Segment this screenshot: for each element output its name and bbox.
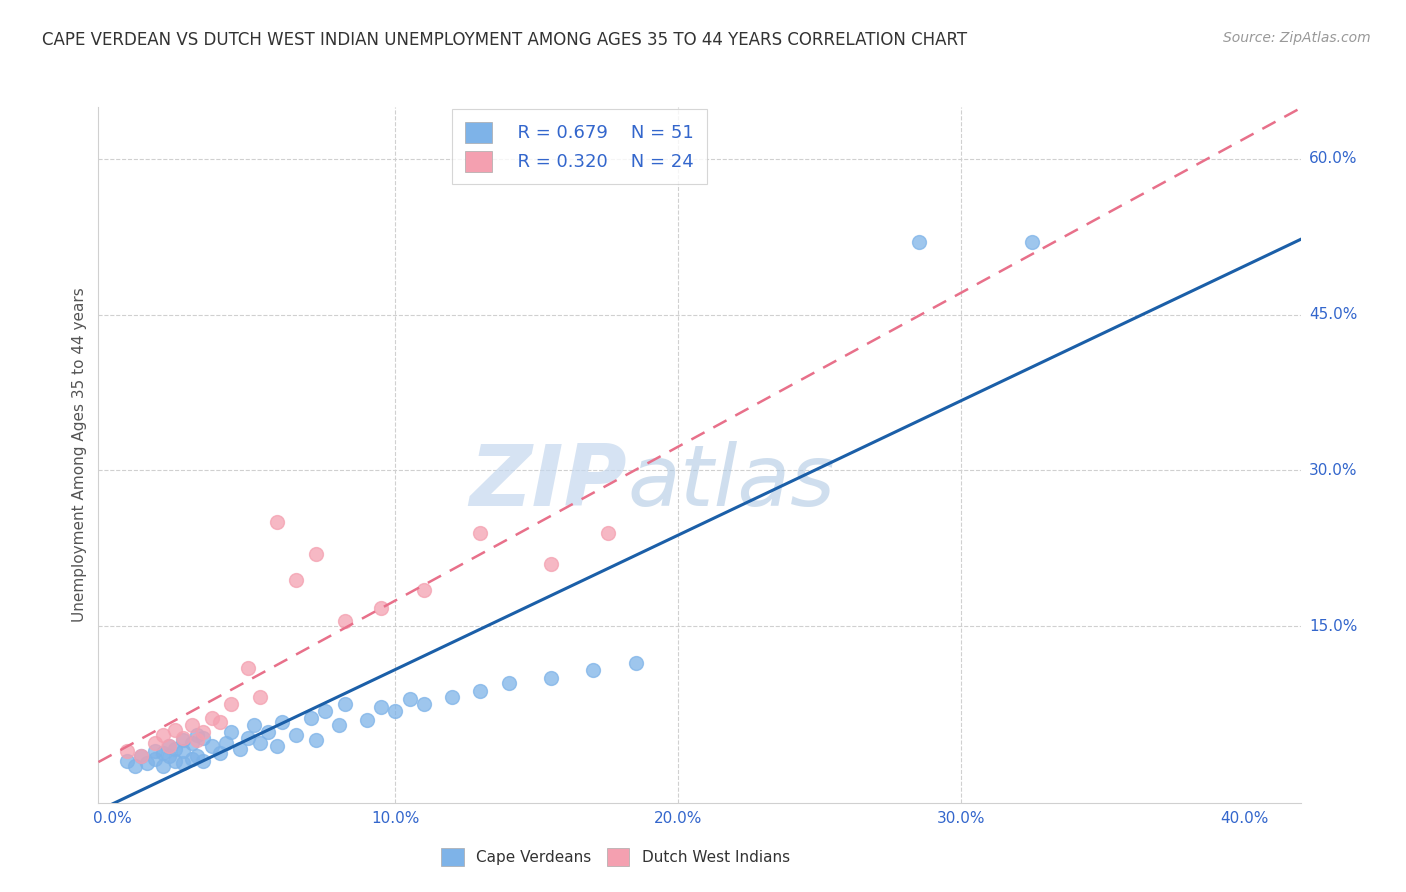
Point	[305, 733, 328, 747]
Legend: Cape Verdeans, Dutch West Indians: Cape Verdeans, Dutch West Indians	[432, 839, 799, 875]
Point	[129, 749, 152, 764]
Point	[200, 711, 222, 725]
Point	[370, 600, 392, 615]
Point	[186, 749, 208, 764]
Point	[209, 714, 232, 729]
Point	[143, 752, 166, 766]
Point	[186, 728, 208, 742]
Point	[163, 723, 186, 738]
Point	[412, 697, 434, 711]
Point	[124, 759, 146, 773]
Point	[152, 759, 174, 773]
Point	[440, 690, 463, 704]
Point	[1021, 235, 1043, 249]
Point	[243, 718, 266, 732]
Text: 15.0%: 15.0%	[1309, 619, 1357, 633]
Point	[172, 756, 194, 771]
Point	[540, 557, 562, 571]
Point	[249, 735, 271, 749]
Point	[266, 739, 288, 753]
Point	[157, 739, 180, 753]
Point	[129, 749, 152, 764]
Point	[157, 739, 180, 753]
Point	[180, 752, 202, 766]
Point	[163, 741, 186, 756]
Point	[115, 754, 138, 768]
Point	[229, 741, 252, 756]
Text: ZIP: ZIP	[470, 442, 627, 524]
Point	[328, 718, 350, 732]
Point	[498, 676, 520, 690]
Point	[596, 525, 619, 540]
Point	[163, 754, 186, 768]
Point	[305, 547, 328, 561]
Point	[180, 718, 202, 732]
Point	[370, 700, 392, 714]
Text: 45.0%: 45.0%	[1309, 307, 1357, 322]
Point	[238, 661, 260, 675]
Point	[271, 714, 294, 729]
Point	[285, 728, 308, 742]
Point	[157, 749, 180, 764]
Point	[209, 746, 232, 760]
Point	[624, 656, 647, 670]
Text: atlas: atlas	[627, 442, 835, 524]
Point	[333, 697, 356, 711]
Point	[172, 731, 194, 746]
Point	[191, 731, 214, 746]
Point	[257, 725, 280, 739]
Point	[238, 731, 260, 746]
Point	[299, 711, 322, 725]
Point	[398, 692, 420, 706]
Text: CAPE VERDEAN VS DUTCH WEST INDIAN UNEMPLOYMENT AMONG AGES 35 TO 44 YEARS CORRELA: CAPE VERDEAN VS DUTCH WEST INDIAN UNEMPL…	[42, 31, 967, 49]
Point	[200, 739, 222, 753]
Point	[152, 728, 174, 742]
Text: 30.0%: 30.0%	[1309, 463, 1357, 478]
Point	[191, 754, 214, 768]
Point	[180, 735, 202, 749]
Point	[143, 744, 166, 758]
Point	[582, 663, 605, 677]
Point	[907, 235, 929, 249]
Point	[356, 713, 378, 727]
Point	[266, 516, 288, 530]
Point	[285, 573, 308, 587]
Point	[191, 725, 214, 739]
Point	[412, 582, 434, 597]
Point	[333, 614, 356, 628]
Point	[143, 735, 166, 749]
Text: 60.0%: 60.0%	[1309, 152, 1357, 167]
Point	[540, 671, 562, 685]
Point	[172, 733, 194, 747]
Point	[470, 683, 492, 698]
Point	[221, 697, 243, 711]
Point	[221, 725, 243, 739]
Y-axis label: Unemployment Among Ages 35 to 44 years: Unemployment Among Ages 35 to 44 years	[72, 287, 87, 623]
Point	[384, 705, 406, 719]
Point	[249, 690, 271, 704]
Point	[152, 746, 174, 760]
Point	[115, 744, 138, 758]
Point	[470, 525, 492, 540]
Point	[186, 733, 208, 747]
Point	[215, 735, 238, 749]
Point	[172, 744, 194, 758]
Point	[314, 705, 336, 719]
Text: Source: ZipAtlas.com: Source: ZipAtlas.com	[1223, 31, 1371, 45]
Point	[135, 756, 157, 771]
